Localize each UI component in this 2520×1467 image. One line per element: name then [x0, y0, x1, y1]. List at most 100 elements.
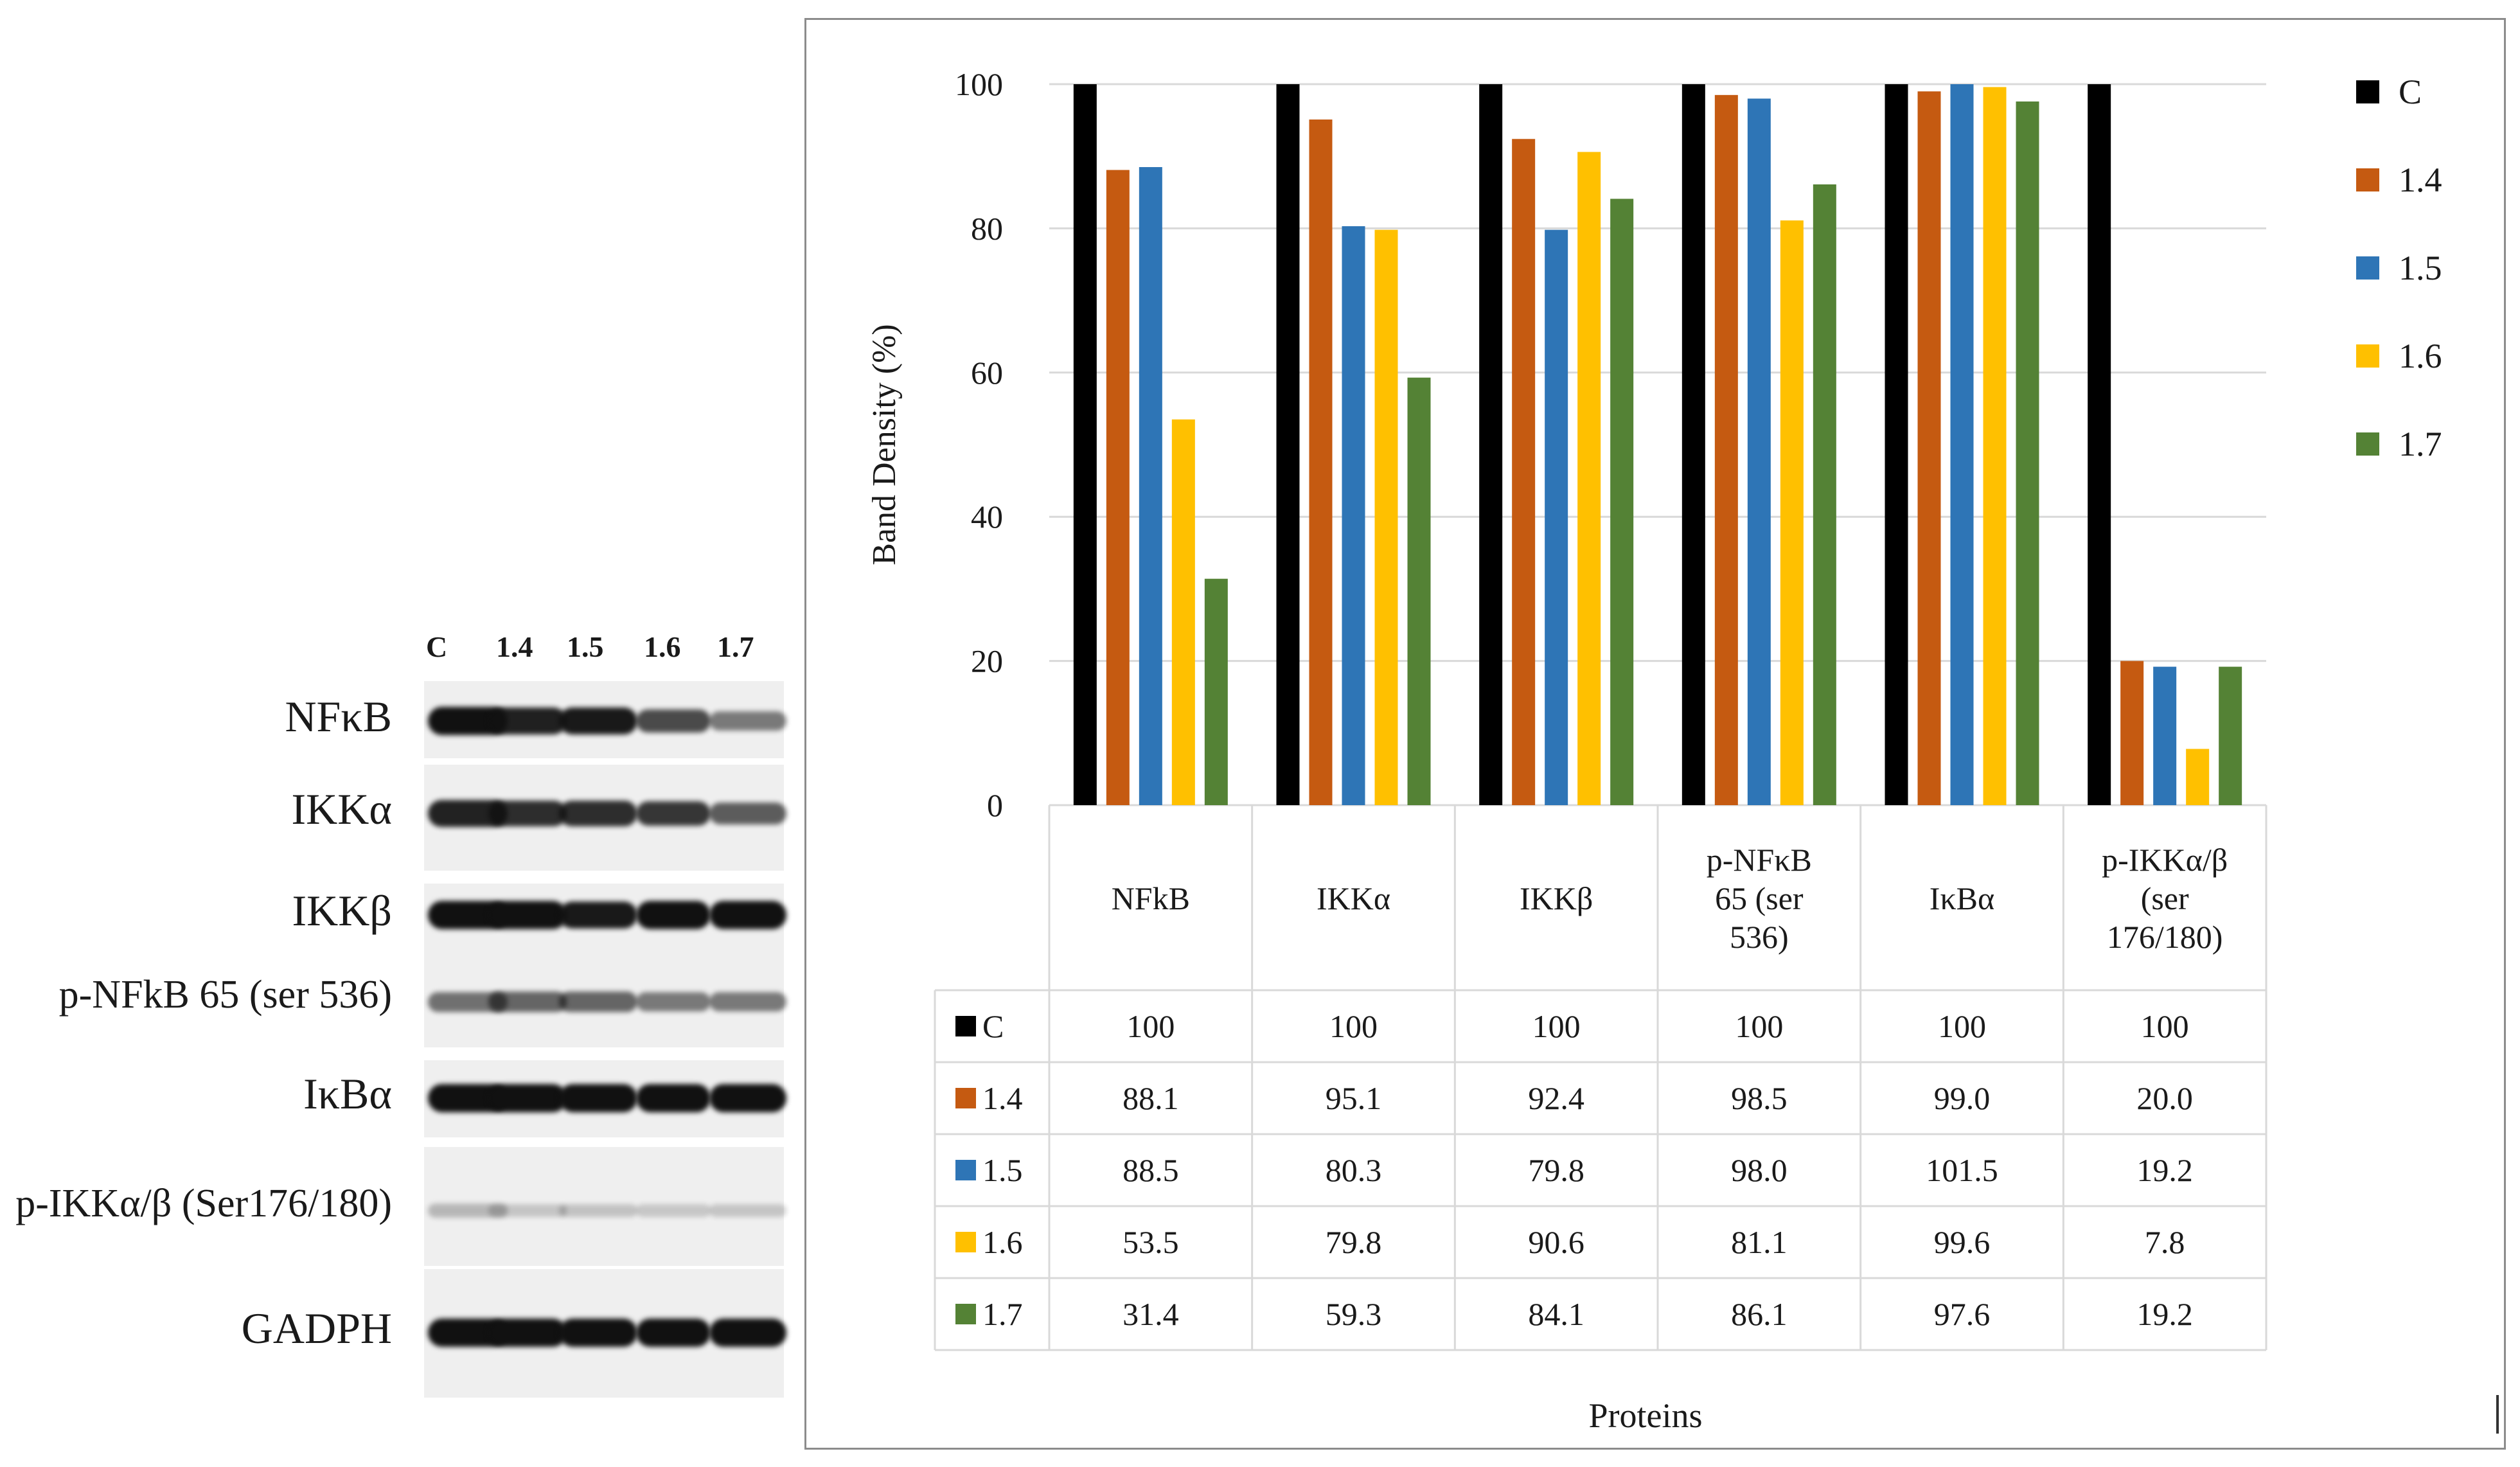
lane-header-3: 1.6	[644, 630, 681, 663]
bar-1.4-0	[1106, 170, 1130, 805]
blot-band	[559, 991, 637, 1013]
table-legend-key-1.7	[955, 1304, 976, 1324]
category-label: 65 (ser	[1715, 880, 1804, 916]
category-label: IκBα	[1930, 880, 1994, 916]
blot-band	[709, 992, 786, 1011]
blot-band	[488, 800, 567, 827]
data-label: 53.5	[1122, 1224, 1179, 1260]
blot-band	[636, 1084, 711, 1112]
bar-C-5	[2088, 84, 2111, 805]
blot-band	[636, 901, 711, 929]
bar-1.7-1	[1407, 377, 1431, 805]
data-label: 86.1	[1731, 1296, 1788, 1332]
blot-band	[488, 901, 567, 929]
y-tick-label: 80	[971, 210, 1003, 246]
data-label: 98.5	[1731, 1080, 1788, 1116]
bar-1.7-0	[1204, 578, 1228, 805]
data-label: 99.6	[1934, 1224, 1991, 1260]
legend-entry: 1.5	[2356, 249, 2442, 287]
category-label: 536)	[1730, 919, 1789, 955]
data-label: 100	[1329, 1008, 1378, 1044]
bar-1.5-5	[2153, 666, 2177, 805]
blot-row-label: IKKβ	[292, 886, 392, 935]
blot-band	[709, 1084, 786, 1112]
bar-1.4-5	[2120, 661, 2144, 805]
table-series-name: 1.6	[982, 1224, 1023, 1260]
blot-band	[559, 800, 637, 827]
data-label: 101.5	[1926, 1152, 1998, 1188]
bar-1.4-1	[1309, 119, 1333, 805]
table-series-name: 1.7	[982, 1296, 1023, 1332]
bar-1.6-0	[1171, 419, 1195, 805]
blot-band	[488, 707, 567, 734]
table-series-name: C	[982, 1008, 1004, 1044]
legend-label: 1.4	[2399, 161, 2442, 199]
blot-band	[636, 1319, 711, 1347]
blot-band	[559, 1084, 637, 1112]
data-label: 90.6	[1528, 1224, 1584, 1260]
bar-1.6-2	[1577, 152, 1601, 805]
category-label: IKKβ	[1520, 880, 1593, 916]
bar-1.4-4	[1917, 91, 1941, 806]
lane-header-2: 1.5	[567, 630, 604, 663]
legend-entry: 1.6	[2356, 337, 2442, 375]
bar-1.5-4	[1950, 84, 1974, 805]
blot-band	[709, 1319, 786, 1347]
bar-C-4	[1885, 84, 1908, 805]
data-label: 98.0	[1731, 1152, 1788, 1188]
data-label: 88.1	[1122, 1080, 1179, 1116]
data-label: 88.5	[1122, 1152, 1179, 1188]
table-legend-key-1.6	[955, 1232, 976, 1252]
legend-entry: 1.7	[2356, 425, 2442, 463]
blot-band	[709, 1204, 786, 1217]
data-label: 92.4	[1528, 1080, 1584, 1116]
bar-1.5-2	[1545, 229, 1568, 805]
bar-1.6-3	[1780, 220, 1804, 806]
y-tick-label: 40	[971, 499, 1003, 535]
legend-label: 1.6	[2399, 337, 2442, 375]
table-legend-key-C	[955, 1016, 976, 1036]
bar-1.4-2	[1512, 139, 1536, 806]
data-label: 59.3	[1326, 1296, 1382, 1332]
bar-C-2	[1479, 84, 1503, 805]
data-label: 100	[1532, 1008, 1581, 1044]
blot-strip	[424, 1147, 784, 1266]
data-label: 81.1	[1731, 1224, 1788, 1260]
legend-swatch	[2356, 344, 2379, 368]
data-label: 100	[1126, 1008, 1175, 1044]
bar-1.7-2	[1610, 199, 1634, 805]
y-tick-label: 60	[971, 355, 1003, 391]
data-label: 100	[1735, 1008, 1783, 1044]
blot-band	[559, 901, 637, 929]
blot-band	[488, 1084, 567, 1112]
blot-row-label: IKKα	[291, 785, 393, 833]
blot-row-label: p-IKKα/β (Ser176/180)	[15, 1182, 392, 1225]
legend-swatch	[2356, 168, 2379, 191]
blot-band	[709, 901, 786, 929]
western-blot-panel: C 1.4 1.5 1.6 1.7 NFκB IKKα IKKβ p-NFkB 65 (ser …	[0, 0, 797, 1467]
data-label: 31.4	[1122, 1296, 1179, 1332]
blot-band	[636, 992, 711, 1011]
y-axis-title: Band Density (%)	[866, 324, 903, 565]
blot-band	[488, 991, 567, 1013]
lane-header-0: C	[426, 630, 448, 663]
lane-header-1: 1.4	[496, 630, 533, 663]
blot-band	[428, 1204, 508, 1218]
y-tick-label: 20	[971, 643, 1003, 679]
blot-band	[559, 1319, 637, 1347]
table-legend-key-1.4	[955, 1088, 976, 1108]
data-label: 19.2	[2136, 1152, 2193, 1188]
table-series-name: 1.5	[982, 1152, 1023, 1188]
blot-band	[488, 1319, 567, 1347]
bar-1.6-1	[1374, 229, 1398, 805]
legend-swatch	[2356, 432, 2379, 456]
blot-row-label: NFκB	[285, 692, 392, 741]
blot-band	[559, 1204, 637, 1217]
x-axis-title: Proteins	[1588, 1396, 1702, 1435]
data-label: 84.1	[1528, 1296, 1584, 1332]
category-label: 176/180)	[2107, 919, 2223, 955]
bar-1.7-5	[2219, 666, 2242, 805]
data-label: 100	[1938, 1008, 1986, 1044]
blot-band	[709, 803, 786, 824]
y-tick-label: 0	[987, 787, 1003, 823]
